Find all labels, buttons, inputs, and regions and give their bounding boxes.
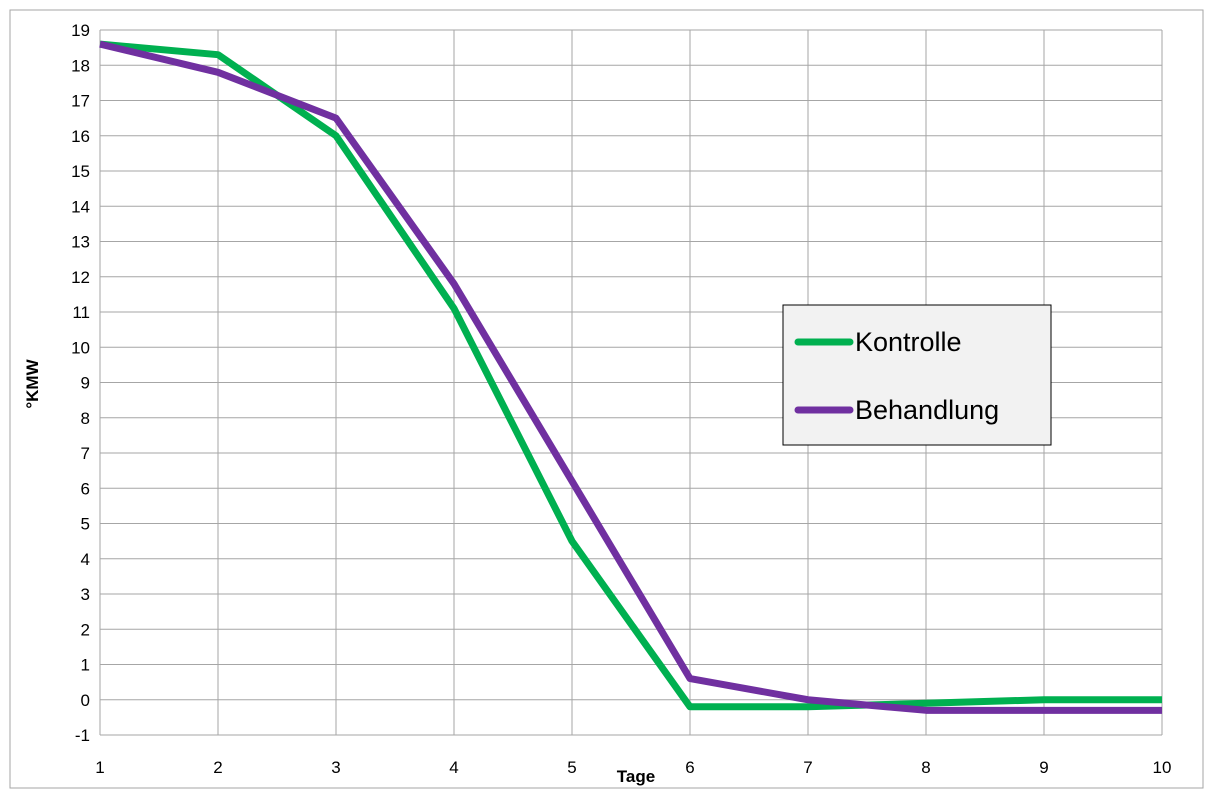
grid	[99, 29, 1163, 736]
x-tick-label: 5	[567, 758, 576, 777]
x-axis-title: Tage	[617, 767, 655, 786]
legend: Kontrolle Behandlung	[782, 304, 1052, 446]
y-tick-label: 14	[71, 197, 90, 216]
y-tick-label: 6	[81, 479, 90, 498]
y-tick-label: 13	[71, 233, 90, 252]
y-tick-label: 19	[71, 21, 90, 40]
series-line-behandlung	[99, 40, 1162, 714]
y-tick-label: 2	[81, 620, 90, 639]
x-tick-label: 1	[95, 758, 104, 777]
x-tick-label: 7	[803, 758, 812, 777]
x-tick-label: 10	[1153, 758, 1172, 777]
y-tick-label: 7	[81, 444, 90, 463]
legend-box	[782, 304, 1052, 446]
x-tick-labels: 1 2 3 4 5 6 7 8 9 10	[95, 758, 1171, 777]
y-tick-label: -1	[75, 726, 90, 745]
legend-label-behandlung: Behandlung	[855, 395, 999, 425]
y-tick-label: 8	[81, 409, 90, 428]
y-tick-label: 1	[81, 656, 90, 675]
y-tick-label: 18	[71, 56, 90, 75]
y-tick-label: 5	[81, 515, 90, 534]
x-tick-label: 4	[449, 758, 458, 777]
y-tick-label: 9	[81, 374, 90, 393]
y-tick-label: 15	[71, 162, 90, 181]
x-tick-label: 8	[921, 758, 930, 777]
y-tick-label: 10	[71, 338, 90, 357]
y-tick-label: 17	[71, 92, 90, 111]
y-tick-label: 12	[71, 268, 90, 287]
x-tick-label: 9	[1039, 758, 1048, 777]
x-tick-label: 3	[331, 758, 340, 777]
y-tick-label: 16	[71, 127, 90, 146]
legend-label-kontrolle: Kontrolle	[855, 327, 962, 357]
x-tick-label: 2	[213, 758, 222, 777]
y-axis-title: °KMW	[23, 358, 42, 408]
y-tick-label: 11	[72, 303, 90, 322]
x-tick-label: 6	[685, 758, 694, 777]
y-tick-label: 3	[81, 585, 90, 604]
series-lines	[99, 40, 1162, 714]
y-tick-label: 0	[81, 691, 90, 710]
y-tick-label: 4	[81, 550, 90, 569]
